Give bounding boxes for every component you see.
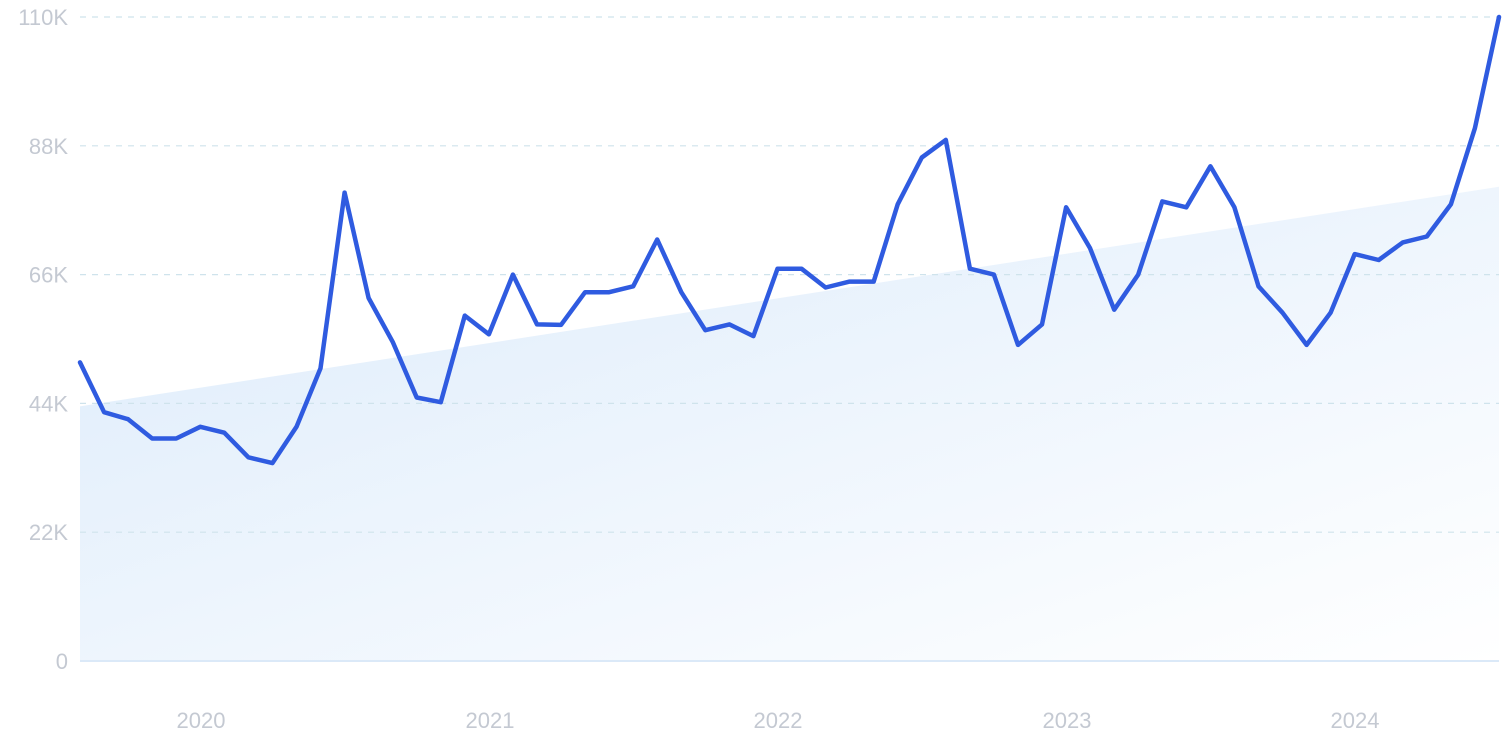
series-line (77, 14, 1502, 466)
y-tick-label: 44K (29, 391, 68, 416)
y-tick-label: 88K (29, 134, 68, 159)
trend-area (80, 186, 1499, 662)
x-tick-label: 2021 (466, 708, 515, 733)
x-axis-ticks: 2020 2021 2022 2023 2024 (177, 708, 1380, 733)
x-tick-label: 2020 (177, 708, 226, 733)
y-tick-label: 110K (18, 5, 68, 30)
y-tick-label: 66K (29, 263, 68, 288)
x-tick-label: 2023 (1043, 708, 1092, 733)
y-tick-label: 22K (29, 520, 68, 545)
gridlines (80, 16, 1499, 533)
y-tick-label: 0 (56, 649, 68, 674)
x-tick-label: 2024 (1331, 708, 1380, 733)
x-tick-label: 2022 (754, 708, 803, 733)
y-axis-ticks: 0 22K 44K 66K 88K 110K (18, 5, 68, 674)
